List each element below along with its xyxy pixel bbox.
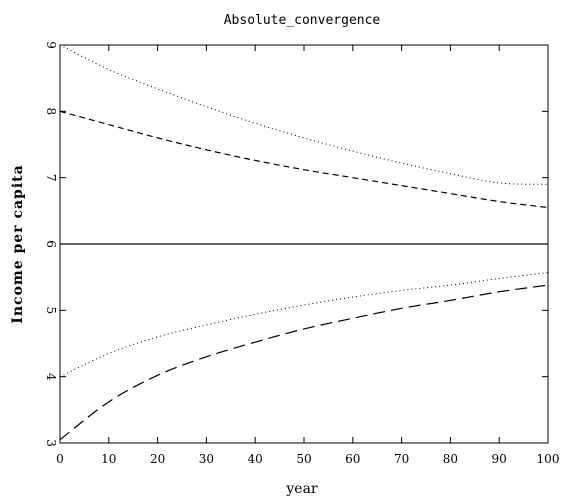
x-tick-label: 90 <box>492 452 507 466</box>
x-tick-label: 50 <box>296 452 311 466</box>
x-tick-label: 100 <box>537 452 560 466</box>
series-layer <box>59 44 549 441</box>
x-tick-label: 40 <box>248 452 263 466</box>
x-tick-label: 70 <box>394 452 409 466</box>
y-axis-label: Income per capita <box>10 164 26 323</box>
x-tick-label: 20 <box>150 452 165 466</box>
x-tick-label: 10 <box>101 452 116 466</box>
x-tick-label: 30 <box>199 452 214 466</box>
series-line-2 <box>59 110 549 209</box>
x-tick-label: 60 <box>345 452 360 466</box>
y-tick-label: 5 <box>44 307 58 315</box>
series-line-5 <box>59 284 549 441</box>
x-tick-label: 80 <box>443 452 458 466</box>
series-line-1 <box>59 44 549 185</box>
y-tick-label: 4 <box>44 373 58 381</box>
x-axis-label: year <box>285 481 318 497</box>
y-tick-label: 3 <box>44 439 58 447</box>
y-tick-label: 8 <box>44 108 58 116</box>
y-tick-label: 7 <box>44 174 58 182</box>
y-tick-label: 6 <box>44 240 58 248</box>
y-tick-label: 9 <box>44 41 58 49</box>
chart-title: Absolute_convergence <box>224 13 381 28</box>
ticks-layer: 0 10 20 30 40 50 60 70 80 90 100 3 4 5 6 7 8 9 <box>44 41 559 466</box>
series-line-4 <box>59 272 549 378</box>
x-tick-label: 0 <box>56 452 64 466</box>
